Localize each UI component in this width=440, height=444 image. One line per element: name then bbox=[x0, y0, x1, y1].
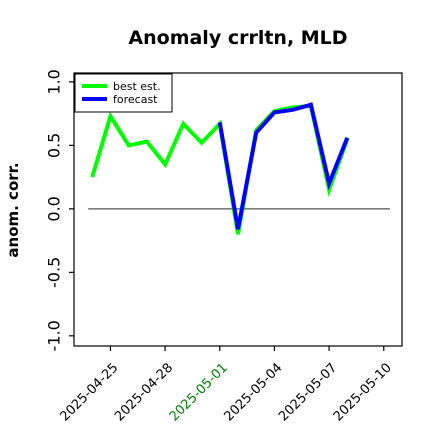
y-axis-label: anom. corr. bbox=[4, 162, 22, 257]
y-tick-label: -0.5 bbox=[45, 257, 64, 288]
y-tick-label: 0.0 bbox=[45, 196, 64, 221]
y-tick-label: 0.5 bbox=[45, 133, 64, 158]
legend-label-best-est: best est. bbox=[113, 80, 161, 93]
y-tick-label: 1.0 bbox=[45, 69, 64, 94]
y-tick-label: -1.0 bbox=[45, 320, 64, 351]
chart-title: Anomaly crrltn, MLD bbox=[128, 27, 347, 49]
legend-box bbox=[74, 73, 173, 113]
plot-frame bbox=[73, 72, 403, 347]
legend-label-forecast: forecast bbox=[113, 93, 158, 106]
series-line-forecast bbox=[217, 102, 350, 230]
